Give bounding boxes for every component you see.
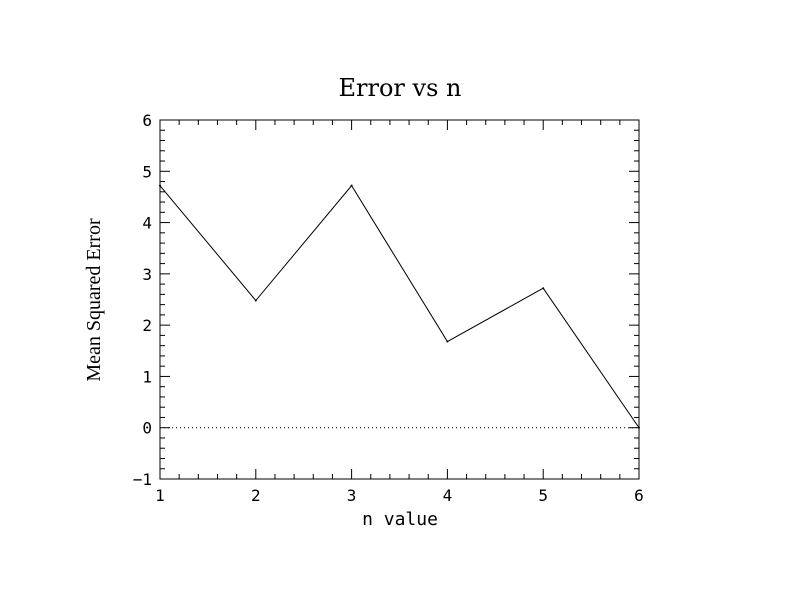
plot-frame bbox=[159, 119, 640, 480]
series-line bbox=[159, 184, 640, 428]
y-tick-label: 0 bbox=[142, 419, 152, 438]
chart-title: Error vs n bbox=[339, 74, 462, 102]
data-point bbox=[542, 287, 545, 290]
data-point bbox=[638, 426, 640, 429]
y-tick-label: 1 bbox=[142, 367, 152, 386]
y-tick-label: 6 bbox=[142, 111, 152, 130]
y-tick-label: 2 bbox=[142, 316, 152, 335]
x-axis-label: n value bbox=[362, 509, 438, 530]
x-tick-label: 5 bbox=[538, 486, 548, 505]
y-axis-label: Mean Squared Error bbox=[83, 218, 105, 382]
x-tick-label: 1 bbox=[155, 486, 165, 505]
y-tick-label: 4 bbox=[142, 214, 152, 233]
data-point bbox=[350, 184, 353, 187]
y-tick-label: −1 bbox=[133, 470, 152, 489]
data-points bbox=[159, 184, 640, 429]
y-tick-label: 3 bbox=[142, 265, 152, 284]
x-tick-label: 3 bbox=[347, 486, 357, 505]
x-tick-label: 6 bbox=[634, 486, 644, 505]
data-point bbox=[446, 340, 449, 343]
y-tick-label: 5 bbox=[142, 162, 152, 181]
tick-labels: 1 2 3 4 5 6 −1 0 1 2 3 4 5 6 bbox=[133, 111, 644, 505]
data-point bbox=[159, 184, 161, 187]
ticks bbox=[159, 119, 640, 480]
x-tick-label: 4 bbox=[443, 486, 453, 505]
x-tick-label: 2 bbox=[251, 486, 261, 505]
data-point bbox=[254, 299, 257, 302]
